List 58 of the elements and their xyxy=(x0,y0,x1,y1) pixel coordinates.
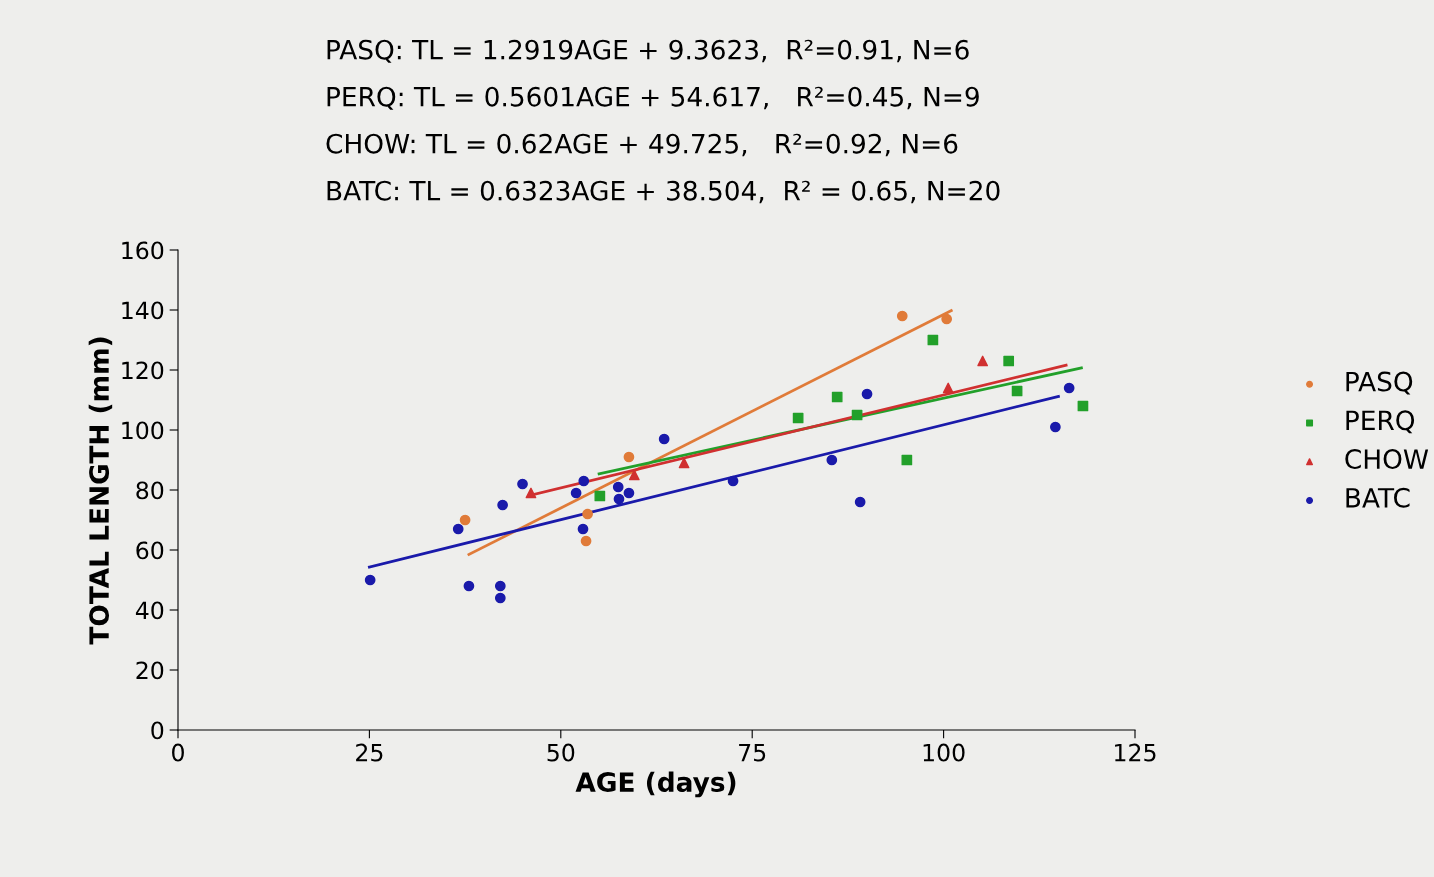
point xyxy=(826,454,838,466)
y-tick-label: 60 xyxy=(136,541,164,560)
text: CHOW: TL = 0.62AGE + 49.725, R²=0.92, N=6 xyxy=(326,133,958,157)
y-tick-label: 0 xyxy=(151,721,164,740)
point xyxy=(364,574,376,586)
point xyxy=(623,451,635,463)
y-tick-label: 140 xyxy=(122,301,164,320)
y-tick-label: 80 xyxy=(136,481,164,500)
point xyxy=(941,313,953,325)
legend-label: PERQ xyxy=(1346,410,1415,434)
point xyxy=(578,475,590,487)
y-tick-label: 20 xyxy=(136,661,164,680)
point xyxy=(861,388,873,400)
x-axis-title: AGE (days) xyxy=(575,771,736,798)
text: PASQ: TL = 1.2919AGE + 9.3623, R²=0.91, N=6 xyxy=(327,39,969,63)
point xyxy=(594,490,606,502)
point xyxy=(854,496,866,508)
x-tick-label: 0 xyxy=(172,743,184,762)
text: PERQ: TL = 0.5601AGE + 54.617, R²=0.45, N=9 xyxy=(327,86,979,110)
point xyxy=(1063,382,1075,394)
point xyxy=(580,535,592,547)
y-tick-label: 120 xyxy=(122,361,164,380)
y-tick-label: 40 xyxy=(135,601,164,620)
point xyxy=(901,454,913,466)
x-tick-label: 75 xyxy=(739,743,766,762)
point xyxy=(494,580,506,592)
y-axis-title: TOTAL LENGTH (mm) xyxy=(88,337,113,645)
point xyxy=(577,523,589,535)
point xyxy=(463,580,475,592)
y-tick-label: 160 xyxy=(122,241,164,260)
point xyxy=(494,592,506,604)
point xyxy=(497,499,508,511)
point xyxy=(658,433,670,445)
legend-label: BATC xyxy=(1346,487,1410,508)
x-tick-label: 100 xyxy=(923,743,965,762)
x-tick-label: 50 xyxy=(547,743,575,762)
point xyxy=(1003,355,1015,367)
point xyxy=(613,493,625,505)
point xyxy=(570,487,582,499)
point xyxy=(452,523,464,535)
point xyxy=(517,478,528,490)
text: BATC: TL = 0.6323AGE + 38.504, R² = 0.65, N=20 xyxy=(327,180,1000,204)
legend-label: PASQ xyxy=(1346,371,1413,395)
point xyxy=(727,475,739,487)
point xyxy=(831,391,843,403)
point xyxy=(582,508,593,520)
point xyxy=(612,481,624,493)
point xyxy=(1050,421,1061,433)
x-tick-label: 25 xyxy=(356,743,383,762)
x-tick-label: 125 xyxy=(1115,743,1156,762)
point xyxy=(896,310,908,322)
point xyxy=(942,382,954,394)
point xyxy=(623,487,635,499)
point xyxy=(459,514,471,526)
legend-label: CHOW xyxy=(1345,449,1429,470)
y-tick-label: 100 xyxy=(122,421,164,440)
point xyxy=(977,355,988,367)
point xyxy=(525,487,537,499)
